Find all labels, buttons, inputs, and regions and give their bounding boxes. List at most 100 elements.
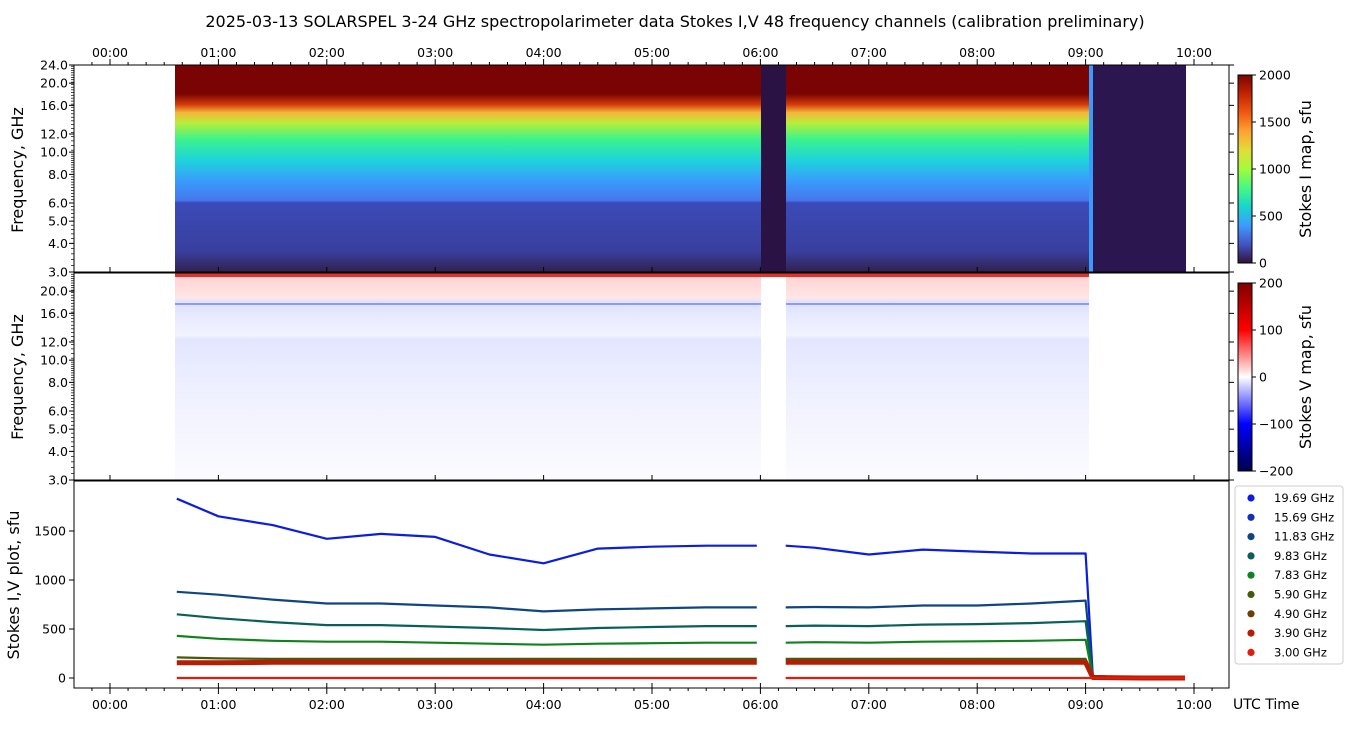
stokes-i-map-segment-2 <box>786 65 1089 272</box>
stokes-plot-panel <box>73 480 1230 689</box>
stokes-v-map-segment-2 <box>786 273 1089 480</box>
panel_i-colorbar-tick-label: 2000 <box>1259 68 1291 83</box>
plot-y-tick-label: 1000 <box>34 573 66 588</box>
panel_i-freq-tick-label: 20.0 <box>40 76 68 91</box>
stokes-i-map-segment-1 <box>175 65 761 272</box>
top-time-tick-label: 07:00 <box>851 45 887 60</box>
stokes-v-map-blue-line-2 <box>786 303 1089 305</box>
panel_v-colorbar-tick-label: 0 <box>1259 370 1267 385</box>
stokes-v-map-segment-1 <box>175 273 761 480</box>
legend: 19.69 GHz 15.69 GHz 11.83 GHz 9.83 GHz 7.83 … <box>1247 491 1334 659</box>
panel_i-freq-tick-label: 10.0 <box>40 145 68 160</box>
panel_v-colorbar-tick-label: −100 <box>1259 417 1293 432</box>
bottom-time-tick-label: 01:00 <box>200 697 236 712</box>
stokes-i-map-gap <box>761 65 786 272</box>
bottom-time-tick-label: 08:00 <box>959 697 995 712</box>
panel_v-freq-tick-label: 3.0 <box>48 473 68 488</box>
figure-title: 2025-03-13 SOLARSPEL 3-24 GHz spectropol… <box>205 12 1144 31</box>
legend-entry-label: 5.90 GHz <box>1274 588 1327 602</box>
series-line <box>176 613 1185 680</box>
legend-marker <box>1247 494 1255 502</box>
bottom-time-tick-label: 06:00 <box>742 697 778 712</box>
plot-y-tick-label: 1500 <box>34 524 66 539</box>
legend-marker <box>1247 610 1255 618</box>
legend-entry-label: 11.83 GHz <box>1274 530 1334 544</box>
stokes-v-map-panel <box>73 272 1230 481</box>
panel_i-freq-tick-label: 5.0 <box>48 214 68 229</box>
stokes-i-map-post-drop <box>1089 65 1186 272</box>
stokes-plot-lines <box>176 497 1185 681</box>
panel_i-freq-tick-label: 16.0 <box>40 98 68 113</box>
panel_i-colorbar-tick-label: 0 <box>1259 256 1267 271</box>
legend-marker <box>1247 571 1255 579</box>
legend-marker <box>1247 648 1255 657</box>
panel_v-freq-tick-label: 20.0 <box>40 284 68 299</box>
top-time-tick-label: 06:00 <box>742 45 778 60</box>
top-time-tick-label: 04:00 <box>526 45 562 60</box>
top-time-tick-label: 03:00 <box>417 45 453 60</box>
plot-y-tick-label: 0 <box>58 671 66 686</box>
top-time-tick-label: 10:00 <box>1176 45 1212 60</box>
legend-marker <box>1247 513 1255 521</box>
bottom-time-tick-label: 07:00 <box>851 697 887 712</box>
top-time-tick-label: 00:00 <box>92 45 128 60</box>
stokes-plot-frame <box>73 480 1230 689</box>
stokes-v-ylabel: Frequency, GHz <box>8 314 27 440</box>
panel_v-freq-tick-label: 4.0 <box>48 444 68 459</box>
panel_i-freq-tick-label: 12.0 <box>40 127 68 142</box>
stokes-plot-ylabel: Stokes I,V plot, sfu <box>4 511 23 660</box>
panel_v-colorbar-tick-label: 200 <box>1259 276 1283 291</box>
legend-entry-label: 7.83 GHz <box>1274 568 1327 582</box>
bottom-time-tick-label: 10:00 <box>1176 697 1212 712</box>
panel_v-freq-tick-label: 10.0 <box>40 353 68 368</box>
series-line <box>176 659 1185 681</box>
panel_v-freq-tick-label: 12.0 <box>40 335 68 350</box>
panel_i-freq-tick-label: 4.0 <box>48 236 68 251</box>
x-axis-label: UTC Time <box>1233 697 1299 713</box>
series-line <box>176 634 1185 680</box>
legend-entry-label: 3.90 GHz <box>1274 626 1327 640</box>
panel_i-freq-tick-label: 8.0 <box>48 167 68 182</box>
panel_v-freq-tick-label: 16.0 <box>40 306 68 321</box>
bottom-time-tick-label: 09:00 <box>1068 697 1104 712</box>
legend-marker <box>1247 552 1255 560</box>
bottom-time-tick-label: 04:00 <box>526 697 562 712</box>
panel_i-colorbar-tick-label: 1500 <box>1259 115 1291 130</box>
legend-marker <box>1247 533 1255 541</box>
stokes-v-colorbar <box>1237 282 1253 472</box>
top-time-tick-label: 09:00 <box>1068 45 1104 60</box>
bottom-time-tick-label: 02:00 <box>309 697 345 712</box>
top-time-tick-label: 01:00 <box>200 45 236 60</box>
panel_v-freq-tick-label: 8.0 <box>48 375 68 390</box>
bottom-time-tick-label: 00:00 <box>92 697 128 712</box>
panel_v-colorbar-tick-label: −200 <box>1259 464 1293 479</box>
stokes-i-map-drop-edge <box>1089 65 1093 272</box>
panel_i-colorbar-tick-label: 1000 <box>1259 162 1291 177</box>
panel_v-colorbar-tick-label: 100 <box>1259 323 1283 338</box>
plot-y-tick-label: 500 <box>42 622 66 637</box>
top-time-tick-label: 08:00 <box>959 45 995 60</box>
panel_i-freq-tick-label: 24.0 <box>40 58 68 73</box>
legend-marker <box>1247 629 1255 637</box>
stokes-v-colorbar-label: Stokes V map, sfu <box>1296 305 1315 449</box>
panel_i-colorbar-tick-label: 500 <box>1259 209 1283 224</box>
legend-entry-label: 9.83 GHz <box>1274 549 1327 563</box>
panel_v-freq-tick-label: 5.0 <box>48 422 68 437</box>
top-time-tick-label: 05:00 <box>634 45 670 60</box>
series-line <box>176 590 1185 680</box>
stokes-v-map-top-band <box>175 273 1089 277</box>
legend-entry-label: 19.69 GHz <box>1274 491 1334 505</box>
stokes-i-map-panel <box>73 64 1230 273</box>
legend-marker <box>1247 590 1255 599</box>
panel_v-freq-tick-label: 6.0 <box>48 404 68 419</box>
bottom-time-tick-label: 03:00 <box>417 697 453 712</box>
stokes-i-colorbar-label: Stokes I map, sfu <box>1296 100 1315 238</box>
stokes-v-map-blue-line-1 <box>175 303 761 305</box>
panel_i-freq-tick-label: 3.0 <box>48 265 68 280</box>
top-time-tick-label: 02:00 <box>309 45 345 60</box>
legend-box <box>1234 485 1344 665</box>
stokes-i-colorbar <box>1237 74 1253 264</box>
panel_i-freq-tick-label: 6.0 <box>48 196 68 211</box>
